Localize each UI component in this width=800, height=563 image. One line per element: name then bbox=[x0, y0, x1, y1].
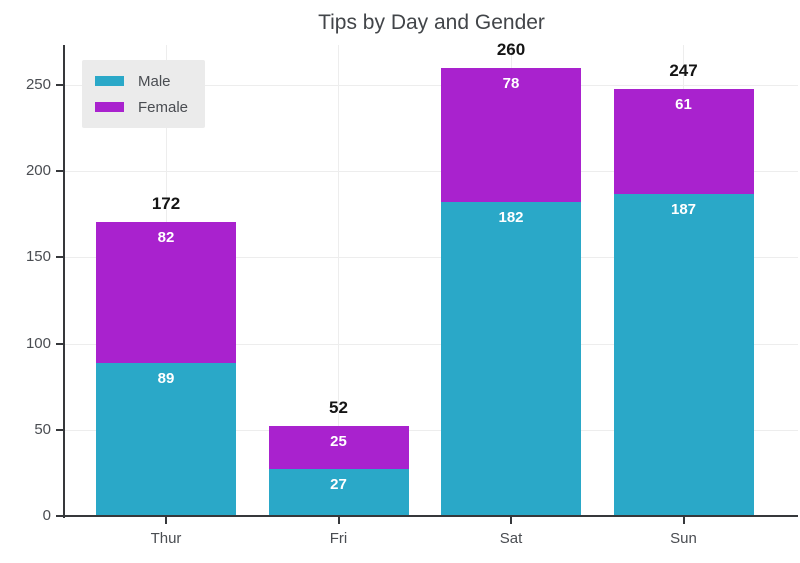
bar-value-label: 89 bbox=[157, 370, 175, 387]
legend: Male Female bbox=[82, 60, 205, 128]
bar-value-label: 82 bbox=[157, 229, 175, 246]
x-tick-label: Thur bbox=[150, 530, 182, 547]
y-tick-mark bbox=[56, 84, 63, 86]
x-tick-mark bbox=[337, 517, 340, 524]
y-tick-mark bbox=[56, 170, 63, 172]
bar-segment-male-sat[interactable] bbox=[441, 202, 581, 516]
gridline-vertical bbox=[338, 45, 339, 516]
x-tick-mark bbox=[682, 517, 685, 524]
bar-segment-female-thur[interactable] bbox=[96, 222, 236, 363]
x-tick-label: Fri bbox=[329, 530, 348, 547]
bar-segment-female-sun[interactable] bbox=[613, 89, 754, 194]
y-tick-mark bbox=[56, 256, 63, 258]
x-axis-line bbox=[63, 515, 798, 517]
bar-total-label: 247 bbox=[669, 61, 698, 80]
legend-item-female[interactable]: Female bbox=[95, 99, 205, 116]
x-tick-mark bbox=[165, 517, 167, 524]
gridline-horizontal bbox=[65, 257, 798, 258]
bar-segment-female-sat[interactable] bbox=[441, 68, 581, 202]
bar-value-label: 182 bbox=[498, 209, 524, 226]
bar-segment-male-fri[interactable] bbox=[268, 469, 409, 516]
gridline-horizontal bbox=[65, 430, 798, 431]
bar-segment-female-fri[interactable] bbox=[268, 426, 409, 469]
bar-total-label: 172 bbox=[151, 194, 181, 213]
legend-label-male: Male bbox=[138, 72, 171, 90]
bar-segment-male-thur[interactable] bbox=[96, 363, 236, 516]
gridline-horizontal bbox=[65, 85, 798, 86]
legend-swatch-male bbox=[95, 76, 124, 86]
chart-title: Tips by Day and Gender bbox=[318, 11, 545, 34]
y-tick-mark bbox=[56, 343, 63, 345]
bar-value-label: 78 bbox=[502, 75, 520, 92]
y-tick-label: 50 bbox=[34, 421, 51, 438]
bar-segment-male-sun[interactable] bbox=[613, 194, 754, 516]
y-tick-label: 0 bbox=[42, 507, 51, 524]
bar-value-label: 27 bbox=[330, 476, 347, 493]
bar-value-label: 187 bbox=[670, 201, 697, 218]
legend-swatch-female bbox=[95, 102, 124, 112]
y-tick-label: 200 bbox=[25, 162, 51, 179]
bar-total-label: 260 bbox=[496, 40, 526, 59]
gridline-horizontal bbox=[65, 344, 798, 345]
x-tick-label: Sat bbox=[499, 530, 523, 547]
y-tick-label: 250 bbox=[25, 76, 51, 93]
gridline-horizontal bbox=[65, 171, 798, 172]
y-tick-label: 100 bbox=[25, 335, 51, 352]
x-tick-mark bbox=[510, 517, 512, 524]
y-tick-label: 150 bbox=[25, 248, 51, 265]
y-axis-line bbox=[63, 45, 65, 518]
legend-item-male[interactable]: Male bbox=[95, 73, 205, 90]
x-tick-label: Sun bbox=[670, 530, 697, 547]
y-tick-mark bbox=[56, 429, 63, 431]
bar-value-label: 61 bbox=[675, 96, 692, 113]
y-tick-mark bbox=[56, 515, 63, 517]
bar-value-label: 25 bbox=[330, 433, 347, 450]
bar-total-label: 52 bbox=[329, 398, 348, 417]
legend-label-female: Female bbox=[138, 98, 189, 116]
